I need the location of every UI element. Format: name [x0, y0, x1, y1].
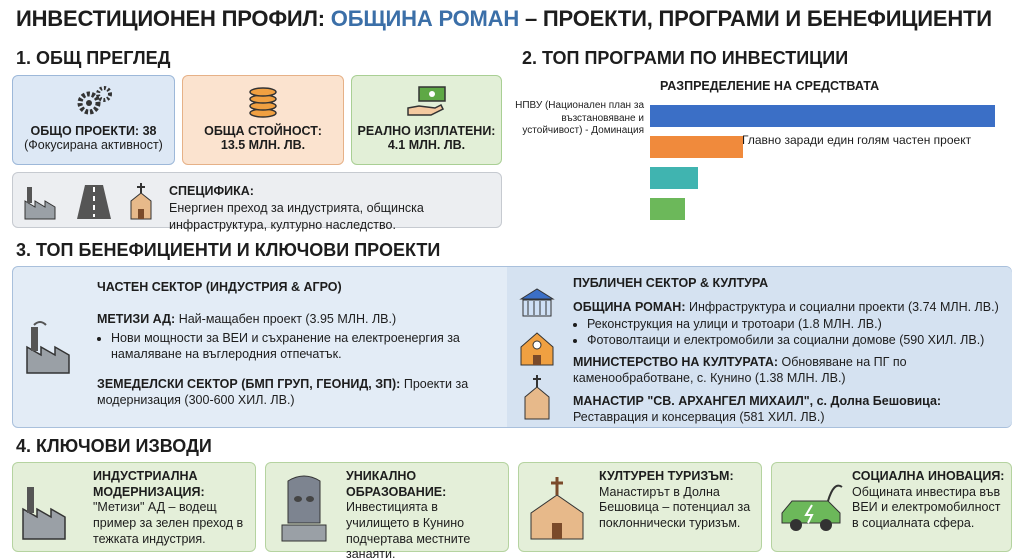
section-heading: 3. ТОП БЕНЕФИЦИЕНТИ И КЛЮЧОВИ ПРОЕКТИ [16, 240, 441, 260]
bullet: Фотоволтаици и електромобили за социални… [587, 332, 1003, 348]
panel-title: ПУБЛИЧЕН СЕКТОР & КУЛТУРА [573, 276, 769, 290]
coins-icon [249, 87, 277, 118]
conclusion-body: Инвестицията в училището в Кунино подчер… [346, 500, 471, 559]
beneficiary-text: Инфраструктура и социални проекти (3.74 … [688, 300, 999, 315]
conclusion-body: "Метизи" АД – водещ пример за зелен прех… [93, 500, 244, 546]
beneficiary-text: Най-мащабен проект (3.95 МЛН. ЛВ.) [178, 312, 397, 327]
conclusion-card: ИНДУСТРИАЛНА МОДЕРНИЗАЦИЯ: "Метизи" АД – … [12, 462, 256, 552]
stat-card: ОБЩА СТОЙНОСТ: 13.5 МЛН. ЛВ. [182, 75, 344, 165]
bar [650, 167, 699, 189]
public-icons [519, 288, 555, 420]
public-sector: ПУБЛИЧЕН СЕКТОР & КУЛТУРА ОБЩИНА РОМАН: … [507, 267, 1012, 427]
conclusion-title: КУЛТУРЕН ТУРИЗЪМ: [599, 469, 734, 483]
bar-chart: Главно заради един голям частен проект Н… [510, 100, 1010, 225]
factory-icon [22, 487, 66, 540]
conclusion-title: УНИКАЛНО ОБРАЗОВАНИЕ: [346, 469, 447, 499]
category-label: НПВУ (Национален план за възстановяване … [515, 100, 644, 136]
beneficiary-name: МАНАСТИР "СВ. АРХАНГЕЛ МИХАИЛ", с. Долна… [573, 393, 942, 408]
beneficiary-text: Обновяване на ПГ по каменообработване, с… [573, 355, 907, 386]
card-label: РЕАЛНО ИЗПЛАТЕНИ: [357, 124, 496, 138]
beneficiary-name: МИНИСТЕРСТВО НА КУЛТУРАТА: [573, 355, 779, 369]
conclusion-text: УНИКАЛНО ОБРАЗОВАНИЕ: Инвестицията в учил… [346, 469, 502, 559]
beneficiary: МИНИСТЕРСТВО НА КУЛТУРАТА: Обновяване на… [573, 354, 1003, 387]
card-value: 13.5 МЛН. ЛВ. [220, 138, 306, 152]
gears-icon [77, 86, 112, 115]
title-end: – ПРОЕКТИ, ПРОГРАМИ И БЕНЕФИЦИЕНТИ [519, 6, 992, 31]
money-icon [406, 86, 446, 116]
bullet-list: Нови мощности за ВЕИ и съхранение на еле… [97, 330, 497, 363]
beneficiary: МЕТИЗИ АД: Най-мащабен проект (3.95 МЛН.… [97, 311, 497, 327]
card-value: (Фокусирана активност) [24, 138, 163, 152]
title-start: ИНВЕСТИЦИОНЕН ПРОФИЛ: [16, 6, 331, 31]
conclusion-body: Манастирът в Долна Бешовица – потенциал … [599, 484, 751, 530]
statue-icon [281, 475, 327, 542]
conclusion-card: КУЛТУРЕН ТУРИЗЪМ: Манастирът в Долна Бешо… [518, 462, 762, 552]
section-heading: 4. КЛЮЧОВИ ИЗВОДИ [16, 436, 212, 456]
beneficiary-text: Проекти за модернизация (300-600 ХИЛ. ЛВ… [97, 377, 469, 408]
beneficiaries-box: ЧАСТЕН СЕКТОР (ИНДУСТРИЯ & АГРО) МЕТИЗИ … [12, 266, 1012, 428]
conclusion-title: СОЦИАЛНА ИНОВАЦИЯ: [852, 469, 1005, 483]
title-highlight: ОБЩИНА РОМАН [330, 6, 520, 31]
specifics-text: СПЕЦИФИКА: Енергиен преход за индустрият… [169, 183, 494, 234]
section-heading: 1. ОБЩ ПРЕГЛЕД [16, 48, 171, 68]
conclusion-title: ИНДУСТРИАЛНА МОДЕРНИЗАЦИЯ: [93, 469, 205, 499]
conclusion-card: УНИКАЛНО ОБРАЗОВАНИЕ: Инвестицията в учил… [265, 462, 509, 559]
church-icon [530, 477, 584, 540]
bullet: Нови мощности за ВЕИ и съхранение на еле… [111, 330, 497, 363]
private-sector: ЧАСТЕН СЕКТОР (ИНДУСТРИЯ & АГРО) МЕТИЗИ … [97, 279, 497, 409]
beneficiary: МАНАСТИР "СВ. АРХАНГЕЛ МИХАИЛ", с. Долна… [573, 393, 1003, 426]
page-title: ИНВЕСТИЦИОНЕН ПРОФИЛ: ОБЩИНА РОМАН – ПРО… [16, 6, 992, 32]
stat-card: ОБЩО ПРОЕКТИ: 38 (Фокусирана активност) [12, 75, 175, 165]
specifics-box: СПЕЦИФИКА: Енергиен преход за индустрият… [12, 172, 502, 232]
annotation: Главно заради един голям частен проект [742, 133, 972, 147]
card-label: ОБЩА СТОЙНОСТ: [204, 124, 322, 138]
bar [650, 136, 744, 158]
conclusion-card: СОЦИАЛНА ИНОВАЦИЯ: Общината инвестира във… [771, 462, 1012, 552]
bullet: Реконструкция на улици и тротоари (1.8 М… [587, 316, 1003, 332]
beneficiary: ОБЩИНА РОМАН: Инфраструктура и социални … [573, 299, 1003, 315]
beneficiary-name: ЗЕМЕДЕЛСКИ СЕКТОР (БМП ГРУП, ГЕОНИД, ЗП)… [97, 377, 401, 391]
beneficiary-name: МЕТИЗИ АД: [97, 312, 176, 327]
specifics-icons [24, 183, 152, 220]
conclusion-text: КУЛТУРЕН ТУРИЗЪМ: Манастирът в Долна Бешо… [599, 469, 755, 532]
ev-icon [781, 484, 843, 531]
bar [650, 198, 685, 220]
factory-icon [26, 321, 70, 374]
beneficiary-name: ОБЩИНА РОМАН: [573, 300, 686, 315]
card-label: ОБЩО ПРОЕКТИ: 38 [30, 124, 157, 138]
chart-title: РАЗПРЕДЕЛЕНИЕ НА СРЕДСТВАТА [660, 79, 880, 93]
specifics-body: Енергиен преход за индустрията, общинска… [169, 200, 424, 232]
conclusion-text: СОЦИАЛНА ИНОВАЦИЯ: Общината инвестира във… [852, 469, 1005, 532]
section-heading: 2. ТОП ПРОГРАМИ ПО ИНВЕСТИЦИИ [522, 48, 849, 68]
public-list: ПУБЛИЧЕН СЕКТОР & КУЛТУРА ОБЩИНА РОМАН: … [573, 275, 1003, 425]
specifics-label: СПЕЦИФИКА: [169, 184, 254, 198]
bar [650, 105, 995, 127]
panel-title: ЧАСТЕН СЕКТОР (ИНДУСТРИЯ & АГРО) [97, 280, 342, 294]
beneficiary-text: Реставрация и консервация (581 ХИЛ. ЛВ.) [573, 409, 825, 424]
stat-card: РЕАЛНО ИЗПЛАТЕНИ: 4.1 МЛН. ЛВ. [351, 75, 502, 165]
bullet-list: Реконструкция на улици и тротоари (1.8 М… [573, 316, 1003, 349]
conclusion-text: ИНДУСТРИАЛНА МОДЕРНИЗАЦИЯ: "Метизи" АД – … [93, 469, 249, 547]
card-value: 4.1 МЛН. ЛВ. [387, 138, 466, 152]
beneficiary: ЗЕМЕДЕЛСКИ СЕКТОР (БМП ГРУП, ГЕОНИД, ЗП)… [97, 376, 497, 409]
conclusion-body: Общината инвестира във ВЕИ и електромоби… [852, 484, 1001, 530]
